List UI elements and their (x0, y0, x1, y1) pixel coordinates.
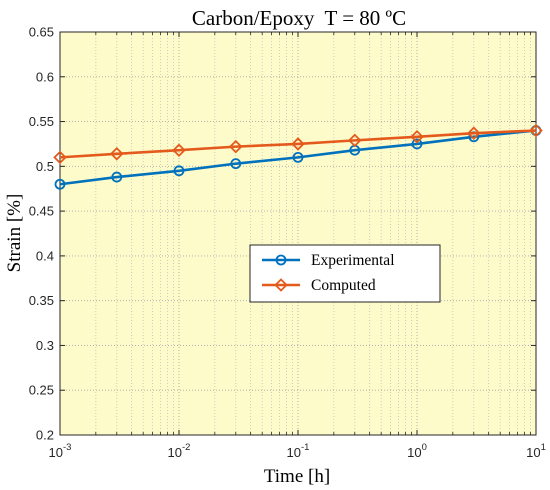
data-point-experimental (230, 158, 242, 170)
x-tick-base: 10 (168, 445, 182, 460)
legend-box (249, 244, 441, 303)
x-tick-label: 100 (407, 442, 427, 460)
x-tick-exponent: 1 (541, 442, 546, 453)
data-point-experimental (411, 138, 423, 150)
y-axis-label: Strain [%] (4, 194, 25, 273)
data-point-computed (229, 139, 243, 154)
x-tick-label: 10-2 (168, 442, 191, 460)
data-point-experimental (173, 165, 185, 177)
data-point-computed (348, 133, 362, 148)
y-tick-label: 0.2 (36, 428, 54, 443)
data-point-computed (467, 126, 481, 140)
data-point-computed (53, 150, 67, 165)
x-axis-label: Time [h] (264, 466, 330, 487)
legend: Experimental Computed (249, 244, 441, 303)
y-tick-label: 0.5 (36, 159, 54, 174)
data-point-computed (172, 143, 186, 157)
y-tick-label: 0.6 (36, 69, 54, 84)
y-tick-label: 0.45 (29, 204, 54, 219)
x-tick-label: 10-1 (287, 442, 310, 460)
x-tick-base: 10 (49, 445, 63, 460)
x-tick-label: 101 (526, 442, 546, 460)
legend-marker-computed (274, 278, 288, 292)
y-tick-label: 0.65 (29, 25, 54, 40)
data-point-experimental (292, 151, 304, 163)
data-point-experimental (111, 171, 123, 183)
x-tick-base: 10 (526, 445, 540, 460)
data-point-computed (410, 130, 424, 144)
chart-title: Carbon/Epoxy T = 80 ºC (192, 6, 406, 30)
x-tick-exponent: -2 (182, 442, 190, 453)
data-point-computed (529, 123, 543, 138)
series-line-experimental (59, 129, 537, 186)
y-tick-label: 0.25 (29, 383, 54, 398)
x-tick-exponent: -1 (301, 442, 309, 453)
data-point-experimental (54, 178, 66, 190)
x-tick-exponent: 0 (422, 442, 427, 453)
series-line-computed (59, 129, 537, 159)
y-tick-label: 0.35 (29, 293, 54, 308)
y-tick-label: 0.3 (36, 338, 54, 353)
y-tick-label: 0.4 (36, 248, 54, 263)
x-tick-base: 10 (407, 445, 421, 460)
legend-label-computed: Computed (311, 277, 376, 294)
data-point-computed (110, 147, 124, 161)
legend-marker-experimental (275, 254, 287, 266)
x-tick-exponent: -3 (63, 442, 71, 453)
x-tick-base: 10 (287, 445, 301, 460)
y-tick-label: 0.55 (29, 114, 54, 129)
legend-label-experimental: Experimental (311, 252, 395, 269)
x-tick-label: 10-3 (49, 442, 72, 460)
data-point-computed (291, 137, 305, 151)
